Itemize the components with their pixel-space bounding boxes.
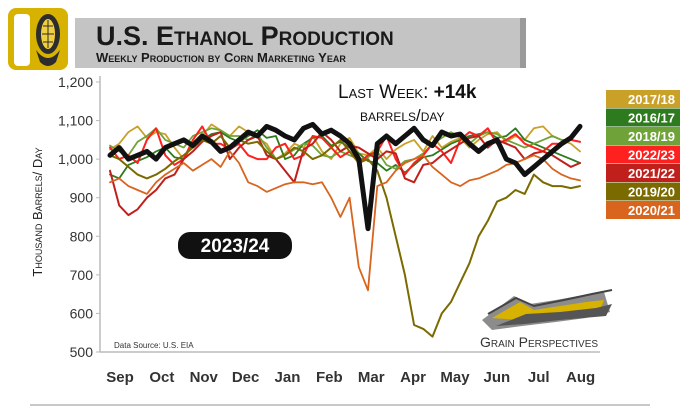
series-line-2019-20: [109, 135, 581, 338]
legend-label: 2019/20: [628, 185, 675, 200]
last-week-unit: barrels/day: [360, 106, 445, 125]
x-tick-label: Jan: [275, 369, 301, 386]
y-tick-label: 1,000: [58, 151, 93, 167]
page-subtitle: Weekly Production by Corn Marketing Year: [96, 50, 346, 65]
y-tick-label: 700: [70, 267, 94, 283]
y-tick-label: 600: [70, 305, 94, 321]
x-tick-label: Apr: [400, 369, 426, 386]
last-week-label: Last Week:: [338, 82, 434, 103]
x-tick-label: Mar: [358, 369, 385, 386]
last-week-callout: Last Week: +14k: [338, 82, 477, 103]
x-tick-label: Sep: [106, 369, 134, 386]
legend-swatch: [606, 108, 680, 127]
x-tick-label: May: [440, 369, 470, 386]
x-tick-label: Jun: [484, 369, 511, 386]
legend-swatch: [606, 182, 680, 201]
x-tick-label: Dec: [232, 369, 260, 386]
page-title: U.S. Ethanol Production: [96, 21, 394, 51]
season-2023-label: 2023/24: [201, 236, 270, 257]
y-tick-label: 1,200: [58, 74, 93, 90]
x-tick-label: Aug: [566, 369, 595, 386]
x-tick-label: Nov: [190, 369, 219, 386]
legend-swatch: [606, 145, 680, 164]
grain-perspectives-logo-icon: [482, 289, 613, 330]
header-band: [75, 18, 525, 68]
data-source: Data Source: U.S. EIA: [114, 341, 194, 350]
legend-label: 2018/19: [628, 129, 675, 144]
legend-swatch: [606, 201, 680, 219]
brand-name: Grain Perspectives: [480, 334, 598, 350]
legend-label: 2017/18: [628, 92, 675, 107]
y-tick-label: 800: [70, 228, 94, 244]
y-tick-label: 900: [70, 190, 94, 206]
series-line-2021-22: [109, 131, 581, 217]
legend-label: 2020/21: [628, 203, 675, 218]
legend-label: 2021/22: [628, 166, 675, 181]
y-axis-label: Thousand Barrels/ Day: [30, 147, 45, 276]
season-2023-label-box: [178, 232, 292, 259]
legend-label: 2022/23: [628, 148, 675, 163]
y-tick-label: 500: [70, 344, 94, 360]
legend-swatch: [606, 90, 680, 108]
chart-legend: 2017/18 2016/17 2018/19 2022/23 2021/22 2019/…: [606, 90, 680, 219]
corn-logo-icon: [8, 8, 68, 70]
series-line-2023-24: [107, 121, 583, 232]
legend-label: 2016/17: [628, 111, 675, 126]
legend-swatch: [606, 127, 680, 145]
chart-series-lines: [107, 121, 583, 338]
x-tick-label: Jul: [528, 369, 550, 386]
x-tick-label: Feb: [316, 369, 343, 386]
chart-axes: 500 600 700 800 900 1,000 1,100 1,200 Sep Oct Nov D…: [58, 74, 600, 386]
legend-swatch: [606, 164, 680, 182]
last-week-value: +14k: [434, 82, 477, 103]
y-tick-label: 1,100: [58, 113, 93, 129]
series-line-2020-21: [109, 150, 581, 292]
x-tick-label: Oct: [149, 369, 174, 386]
header-shadow: [520, 18, 526, 68]
